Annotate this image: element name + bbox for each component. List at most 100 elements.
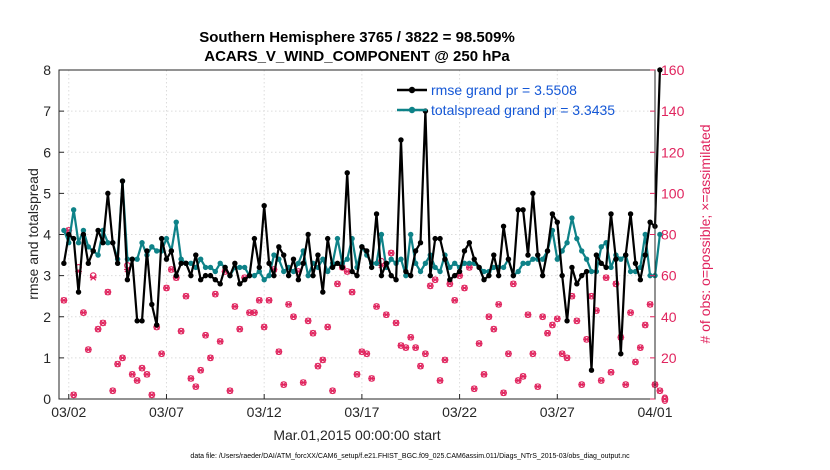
obs-assimilated-point	[192, 383, 200, 390]
y-tick-label-left: 1	[43, 350, 51, 366]
rmse-point	[183, 260, 189, 266]
rmse-point	[603, 264, 609, 271]
rmse-point	[315, 252, 321, 258]
y-tick-label-left: 8	[43, 62, 51, 78]
rmse-point	[75, 289, 82, 295]
obs-assimilated-point	[544, 330, 551, 337]
obs-assimilated-point	[304, 317, 312, 324]
rmse-point	[500, 223, 507, 229]
obs-assimilated-point	[412, 344, 420, 351]
obs-assimilated-point	[226, 387, 234, 394]
rmse-point	[618, 351, 624, 357]
obs-assimilated-point	[314, 363, 322, 370]
totalspread-point	[85, 244, 92, 250]
totalspread-point	[261, 277, 267, 283]
obs-assimilated-point	[553, 315, 561, 322]
obs-assimilated-point	[514, 377, 522, 384]
totalspread-point	[525, 260, 531, 266]
totalspread-point	[70, 207, 77, 213]
rmse-point	[305, 231, 311, 238]
totalspread-point	[266, 272, 272, 279]
legend-totalspread: totalspread grand pr = 3.3435	[431, 102, 615, 118]
obs-assimilated-point	[578, 381, 586, 388]
rmse-point	[139, 318, 145, 324]
obs-assimilated-point	[260, 324, 268, 331]
rmse-point	[261, 203, 267, 209]
obs-assimilated-point	[114, 361, 122, 368]
rmse-point	[207, 272, 214, 279]
obs-assimilated-point	[475, 340, 483, 347]
obs-assimilated-point	[387, 249, 395, 257]
rmse-point	[525, 252, 531, 258]
rmse-point	[373, 211, 380, 217]
rmse-point	[378, 272, 385, 279]
totalspread-point	[583, 256, 590, 262]
obs-assimilated-point	[255, 297, 263, 304]
totalspread-point	[378, 231, 385, 238]
x-tick-label: 03/27	[540, 404, 575, 420]
rmse-point	[295, 277, 302, 283]
obs-assimilated-point	[661, 395, 669, 403]
obs-assimilated-point	[636, 344, 644, 351]
totalspread-point	[149, 244, 155, 250]
rmse-point	[66, 231, 72, 238]
rmse-point	[398, 137, 404, 143]
totalspread-point	[320, 256, 326, 262]
obs-assimilated-point	[417, 363, 424, 370]
rmse-point	[583, 268, 590, 275]
rmse-point	[403, 268, 409, 275]
y-tick-label-right: 20	[661, 350, 677, 366]
obs-assimilated-point	[500, 389, 507, 396]
rmse-point	[144, 248, 150, 254]
totalspread-point	[271, 252, 277, 258]
y-tick-label-left: 2	[43, 309, 51, 325]
totalspread-point	[618, 256, 624, 262]
obs-assimilated-point	[509, 280, 517, 287]
totalspread-point	[466, 260, 473, 266]
obs-assimilated-point	[70, 391, 78, 398]
rmse-point	[344, 170, 350, 176]
rmse-point	[432, 235, 438, 242]
totalspread-point	[627, 268, 634, 275]
totalspread-point	[212, 268, 219, 275]
rmse-point	[334, 260, 341, 266]
rmse-point	[119, 178, 126, 184]
obs-assimilated-point	[632, 358, 639, 366]
obs-assimilated-point	[627, 309, 634, 316]
rmse-point	[85, 260, 92, 266]
totalspread-point	[295, 260, 302, 266]
totalspread-point	[163, 235, 170, 242]
obs-assimilated-point	[80, 309, 87, 316]
rmse-point	[461, 248, 468, 254]
rmse-point	[232, 260, 238, 266]
rmse-point	[598, 260, 604, 266]
rmse-point	[359, 244, 365, 250]
totalspread-point	[197, 256, 204, 262]
y-tick-label-right: 40	[661, 309, 677, 325]
x-tick-label: 03/17	[344, 404, 379, 420]
rmse-point	[110, 240, 116, 246]
rmse-point	[266, 260, 272, 266]
obs-assimilated-point	[656, 387, 664, 394]
chart-subtitle: ACARS_V_WIND_COMPONENT @ 250 hPa	[204, 48, 510, 65]
legend-rmse: rmse grand pr = 3.5508	[431, 82, 577, 98]
totalspread-point	[281, 268, 287, 275]
rmse-point	[339, 264, 346, 271]
obs-assimilated-point	[182, 293, 190, 300]
rmse-point	[100, 240, 106, 246]
rmse-point	[530, 190, 536, 197]
obs-assimilated-point	[563, 354, 571, 361]
rmse-point	[364, 248, 370, 254]
totalspread-point	[61, 227, 67, 234]
rmse-point	[178, 260, 184, 266]
rmse-point	[354, 272, 360, 279]
obs-assimilated-point	[177, 328, 185, 335]
y-tick-label-right: 160	[661, 62, 685, 78]
rmse-point	[173, 272, 179, 279]
rmse-point	[134, 318, 140, 324]
obs-assimilated-point	[368, 375, 376, 382]
totalspread-point	[95, 252, 101, 258]
obs-assimilated-point	[138, 365, 146, 372]
rmse-point	[368, 264, 375, 271]
obs-assimilated-point	[89, 274, 97, 281]
